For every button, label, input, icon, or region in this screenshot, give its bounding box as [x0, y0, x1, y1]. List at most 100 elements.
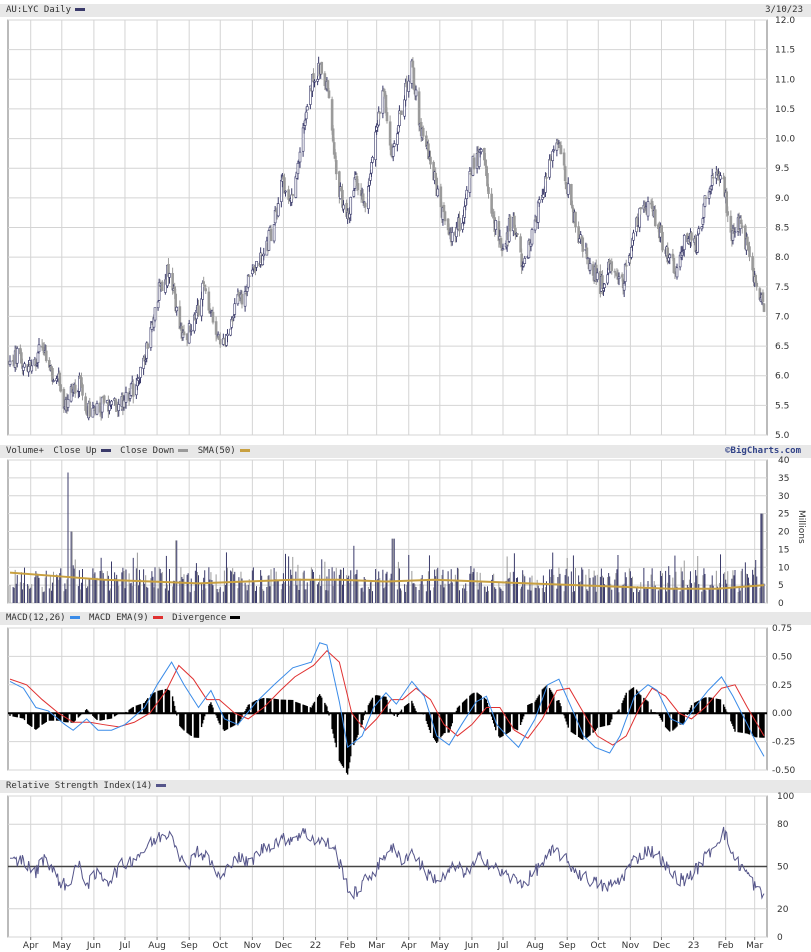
price-legend-swatch	[75, 8, 86, 11]
volume-y-tick-label: 20	[778, 528, 790, 538]
close-down-swatch	[178, 449, 189, 452]
rsi-line	[9, 826, 765, 900]
price-candle-body	[632, 232, 635, 241]
price-candle-body	[762, 303, 766, 312]
x-axis-tick-label: Oct	[591, 941, 607, 951]
price-candle-body	[690, 232, 693, 241]
x-axis-tick-label: Jun	[464, 941, 479, 951]
price-candle-body	[272, 224, 276, 242]
price-candle-body	[160, 281, 164, 292]
rsi-y-tick-label: 20	[777, 905, 789, 915]
price-candle-body	[48, 360, 51, 368]
price-candle-body	[23, 363, 26, 368]
price-candle-body	[761, 292, 765, 302]
price-candle-body	[661, 231, 664, 251]
price-candle-body	[92, 406, 96, 408]
price-candle-body	[326, 80, 330, 89]
x-axis-tick-label: Feb	[340, 941, 356, 951]
price-candle-body	[110, 400, 113, 405]
price-candle-body	[443, 211, 447, 222]
price-candle-body	[20, 352, 23, 364]
price-y-tick-label: 11.5	[775, 46, 795, 56]
price-candle-body	[726, 211, 730, 216]
price-candle-body	[682, 235, 686, 250]
price-candle-body	[729, 215, 733, 233]
volume-y-tick-label: 30	[778, 492, 790, 502]
price-candle-body	[523, 258, 527, 264]
price-candle-body	[178, 306, 182, 330]
macd-y-tick-label: -0.25	[772, 738, 795, 748]
price-candle-body	[229, 328, 232, 336]
x-axis-tick-label: 22	[310, 941, 321, 951]
price-candle-body	[88, 401, 92, 417]
rsi-legend: Relative Strength Index(14)	[6, 781, 153, 791]
price-candle-body	[294, 176, 298, 198]
price-y-tick-label: 8.0	[775, 253, 790, 263]
price-candle-body	[81, 384, 84, 396]
volume-y-tick-label: 10	[778, 563, 790, 573]
price-candle-body	[95, 403, 99, 415]
price-candle-body	[751, 256, 754, 271]
volume-y-tick-label: 0	[778, 599, 784, 609]
price-candle-body	[552, 149, 556, 152]
macd-y-tick-label: 0.75	[772, 624, 792, 634]
price-y-tick-label: 11.0	[775, 75, 795, 85]
price-candle-body	[226, 333, 229, 336]
price-candle-body	[139, 366, 142, 378]
price-candle-body	[585, 247, 589, 259]
price-candle-body	[331, 128, 335, 142]
price-candle-body	[59, 384, 63, 392]
price-candle-body	[542, 194, 545, 198]
price-candle-body	[204, 288, 208, 292]
price-candle-body	[352, 190, 356, 197]
macd-signal-line	[9, 650, 765, 746]
x-axis-tick-label: Jun	[86, 941, 101, 951]
price-candle-body	[574, 211, 577, 228]
price-y-tick-label: 5.0	[775, 431, 790, 441]
x-axis-tick-label: May	[52, 941, 71, 951]
price-candle-body	[740, 225, 744, 228]
price-candle-body	[52, 380, 55, 382]
price-candle-body	[586, 257, 590, 260]
volume-legend-close-up: Close Up	[53, 446, 97, 456]
price-candle-body	[283, 177, 286, 194]
price-candle-body	[748, 246, 751, 258]
x-axis-tick-label: Feb	[718, 941, 734, 951]
price-candle-body	[342, 204, 345, 210]
macd-panel	[7, 627, 768, 771]
price-candle-body	[320, 61, 324, 74]
price-candle-body	[371, 157, 374, 163]
volume-y-tick-label: 35	[778, 474, 789, 484]
price-candle-body	[697, 228, 701, 235]
price-candle-body	[545, 177, 548, 179]
price-candle-body	[251, 269, 254, 275]
price-candle-body	[450, 232, 454, 242]
price-y-tick-label: 12.0	[775, 16, 795, 26]
price-candle-body	[617, 276, 621, 279]
x-axis-tick-label: Apr	[23, 941, 39, 951]
volume-axis-label: Millions	[796, 510, 806, 544]
price-candle-body	[153, 307, 157, 321]
x-axis-tick-label: Sep	[181, 941, 198, 951]
volume-panel-header: Volume+ Close Up Close Down SMA(50) ©Big…	[0, 445, 811, 458]
price-candle-body	[566, 183, 570, 195]
price-candle-body	[102, 395, 106, 403]
price-candle-body	[168, 273, 171, 278]
price-y-tick-label: 10.0	[775, 135, 795, 145]
price-candle-body	[606, 274, 609, 284]
price-candle-body	[613, 270, 617, 273]
price-candle-body	[298, 151, 302, 163]
price-candle-body	[233, 303, 237, 315]
price-candle-body	[262, 253, 266, 257]
price-candle-body	[733, 231, 737, 234]
price-candle-body	[316, 79, 319, 82]
price-candle-body	[400, 110, 403, 115]
price-candle-body	[284, 190, 287, 193]
price-candle-body	[458, 217, 461, 232]
price-candle-body	[62, 389, 66, 409]
ema-swatch	[152, 616, 163, 619]
price-candle-body	[396, 133, 399, 145]
price-candle-body	[374, 131, 377, 160]
price-candle-body	[146, 343, 150, 349]
price-candle-body	[389, 144, 393, 156]
